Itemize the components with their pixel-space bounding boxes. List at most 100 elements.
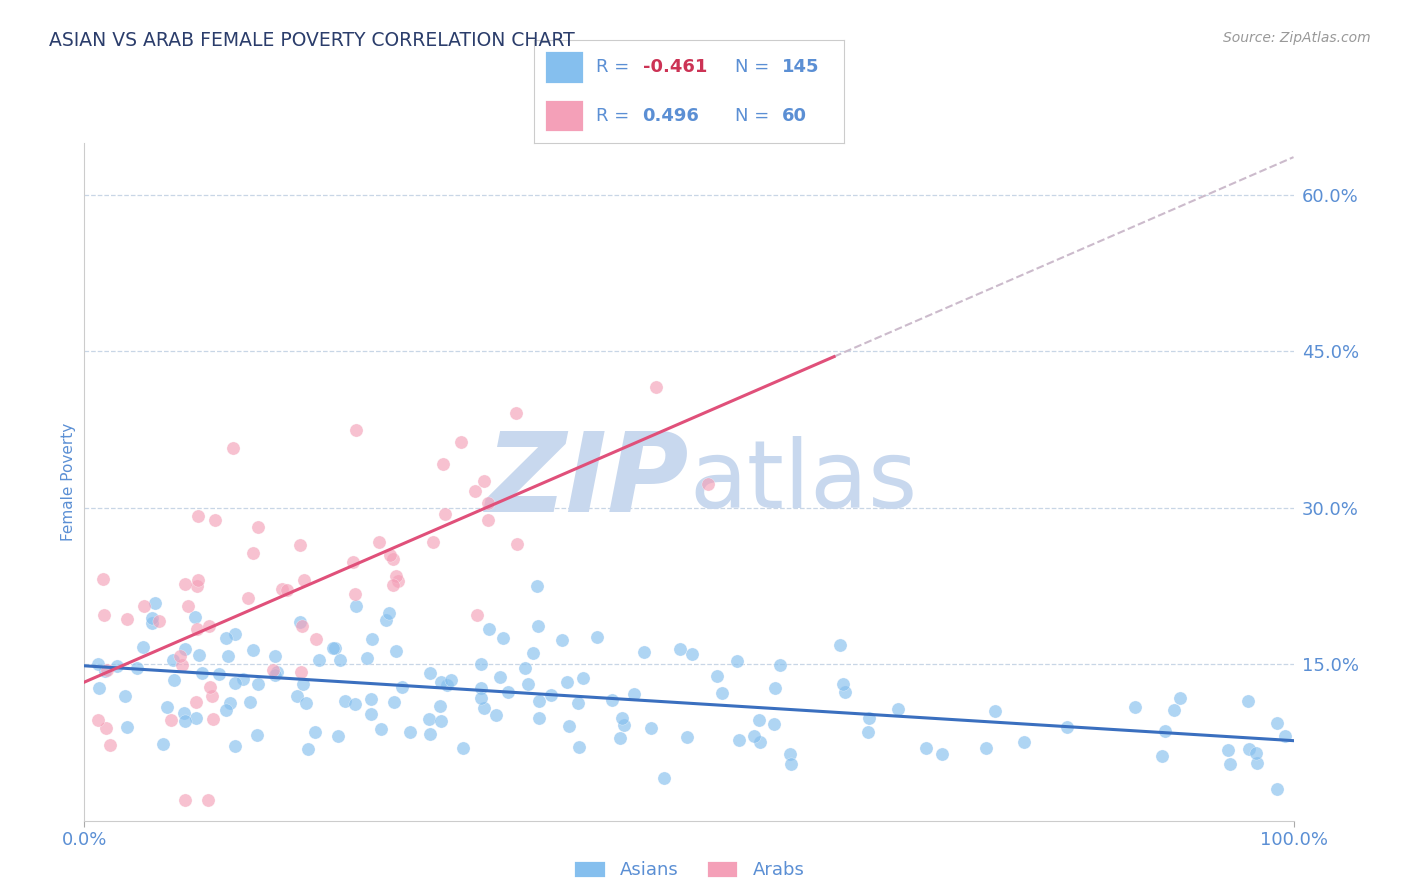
Point — [381, 552, 404, 566]
Point — [430, 675, 453, 690]
Point — [186, 579, 208, 593]
Point — [419, 727, 441, 741]
Legend: Asians, Arabs: Asians, Arabs — [567, 853, 811, 886]
Point — [322, 640, 344, 655]
Text: R =: R = — [596, 106, 641, 125]
Point — [1236, 693, 1258, 707]
Point — [725, 654, 748, 668]
Point — [763, 681, 786, 695]
Point — [828, 638, 851, 652]
Point — [288, 615, 311, 629]
Point — [610, 710, 633, 724]
Point — [526, 579, 548, 593]
Point — [187, 508, 209, 523]
Point — [141, 616, 163, 631]
Point — [378, 548, 401, 562]
Point — [506, 537, 529, 551]
Point — [87, 657, 110, 672]
Point — [399, 725, 422, 739]
Point — [856, 724, 879, 739]
Point — [115, 611, 138, 625]
Point — [247, 677, 270, 691]
Point — [218, 697, 240, 711]
Point — [450, 435, 472, 450]
Point — [370, 722, 392, 736]
Point — [976, 740, 998, 755]
Point — [470, 681, 492, 695]
Point — [586, 631, 609, 645]
Point — [1246, 746, 1268, 760]
Point — [266, 665, 288, 679]
Point — [242, 545, 264, 559]
Point — [769, 658, 792, 673]
Point — [173, 706, 195, 721]
Point — [728, 733, 751, 747]
Point — [602, 693, 624, 707]
Point — [1265, 782, 1288, 797]
Point — [290, 665, 312, 679]
FancyBboxPatch shape — [544, 50, 583, 84]
Point — [87, 681, 110, 695]
Point — [418, 712, 440, 726]
Point — [304, 632, 326, 647]
Point — [568, 739, 591, 754]
Point — [1123, 699, 1146, 714]
Point — [1237, 742, 1260, 756]
Point — [613, 718, 636, 732]
Point — [470, 691, 492, 706]
Text: 0.496: 0.496 — [643, 106, 699, 125]
Point — [326, 729, 349, 743]
Point — [492, 632, 515, 646]
Point — [162, 653, 184, 667]
Point — [356, 651, 378, 665]
Point — [155, 699, 177, 714]
Point — [516, 676, 538, 690]
Point — [344, 599, 367, 614]
Point — [540, 688, 562, 702]
Point — [652, 772, 675, 786]
Point — [361, 632, 384, 646]
Point — [174, 714, 197, 728]
Point — [323, 640, 346, 655]
Point — [285, 689, 308, 703]
Point — [173, 793, 195, 807]
Point — [374, 614, 396, 628]
Point — [931, 747, 953, 761]
Point — [436, 678, 458, 692]
Point — [640, 721, 662, 735]
Point — [94, 664, 117, 678]
Point — [378, 606, 401, 620]
Point — [329, 653, 352, 667]
Point — [572, 671, 595, 685]
Point — [232, 673, 254, 687]
Point — [148, 614, 170, 628]
Point — [550, 633, 572, 648]
Point — [183, 609, 205, 624]
Point — [169, 648, 191, 663]
Point — [132, 599, 155, 614]
Point — [173, 642, 195, 657]
Point — [294, 696, 316, 710]
Point — [87, 713, 110, 727]
Point — [96, 663, 118, 677]
Point — [433, 507, 456, 521]
Point — [125, 660, 148, 674]
Point — [748, 713, 770, 727]
Point — [633, 644, 655, 658]
Point — [1150, 749, 1173, 764]
Point — [1012, 735, 1035, 749]
Point — [208, 667, 231, 681]
Point — [485, 708, 508, 723]
Point — [162, 673, 184, 687]
Point — [496, 684, 519, 698]
Point — [170, 658, 193, 673]
Text: N =: N = — [735, 106, 775, 125]
Point — [472, 701, 495, 715]
Point — [478, 622, 501, 636]
Point — [304, 725, 326, 739]
Point — [186, 710, 208, 724]
Point — [224, 627, 246, 641]
Point — [832, 676, 855, 690]
Point — [477, 513, 499, 527]
Point — [1216, 742, 1239, 756]
